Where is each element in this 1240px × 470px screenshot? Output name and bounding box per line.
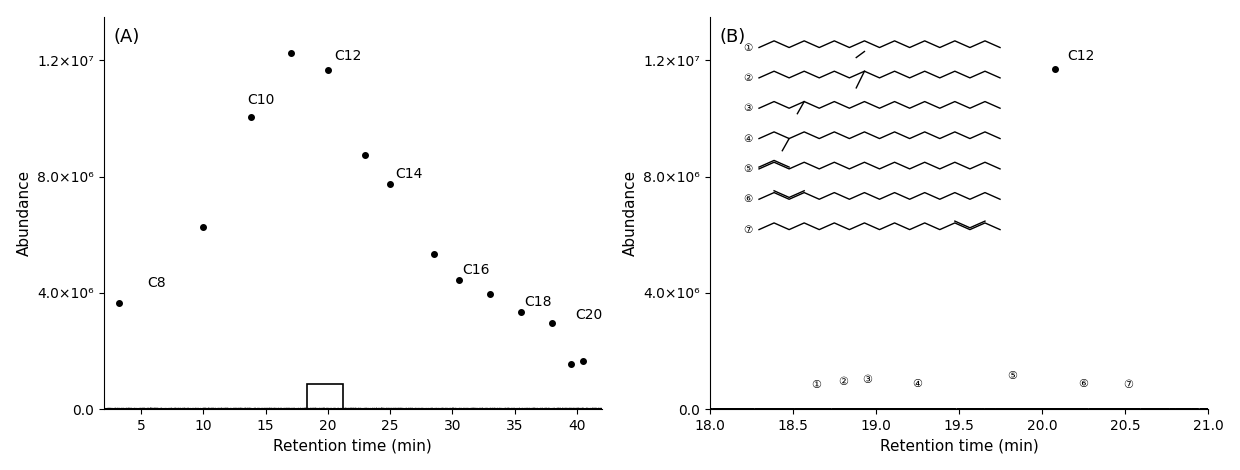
Text: C10: C10 — [247, 93, 274, 107]
Text: C12: C12 — [334, 49, 362, 63]
X-axis label: Retention time (min): Retention time (min) — [274, 439, 433, 454]
Y-axis label: Abundance: Abundance — [16, 170, 32, 256]
Text: C18: C18 — [525, 295, 552, 309]
Text: ③: ③ — [863, 375, 873, 384]
Text: (B): (B) — [720, 29, 746, 47]
Y-axis label: Abundance: Abundance — [622, 170, 637, 256]
Text: ①: ① — [811, 380, 821, 391]
Text: ⑤: ⑤ — [1007, 371, 1017, 381]
Text: C14: C14 — [396, 167, 423, 181]
Text: C8: C8 — [148, 276, 166, 290]
Text: C20: C20 — [575, 308, 603, 322]
Text: C12: C12 — [1066, 49, 1094, 63]
Text: (A): (A) — [114, 29, 140, 47]
X-axis label: Retention time (min): Retention time (min) — [879, 439, 1038, 454]
Text: ②: ② — [838, 376, 848, 387]
Text: ⑥: ⑥ — [1079, 379, 1089, 389]
Text: ④: ④ — [913, 379, 923, 389]
Text: ⑦: ⑦ — [1123, 380, 1133, 390]
Text: C16: C16 — [463, 263, 490, 277]
Bar — [306, 384, 343, 409]
